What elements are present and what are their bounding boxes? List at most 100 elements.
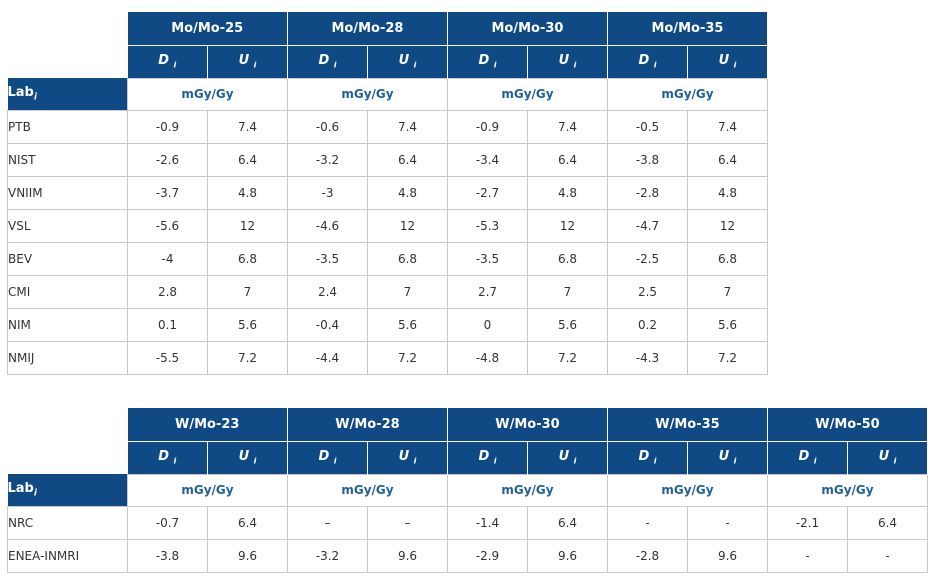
u-header: U i bbox=[847, 440, 928, 474]
u-value: 6.8 bbox=[207, 241, 288, 276]
unit-label: mGy/Gy bbox=[287, 77, 448, 111]
group-header: W/Mo-28 bbox=[287, 408, 448, 441]
group-header-row: W/Mo-23 W/Mo-28 W/Mo-30 W/Mo-35 W/Mo-50 bbox=[7, 408, 928, 474]
u-value: 12 bbox=[207, 208, 288, 243]
d-value: -2.6 bbox=[127, 142, 208, 177]
lab-name: NIM bbox=[7, 307, 128, 342]
group-header: Mo/Mo-30 bbox=[447, 12, 608, 45]
u-value: 7.4 bbox=[527, 109, 608, 144]
d-value: -4.7 bbox=[607, 208, 688, 243]
d-value: 0 bbox=[447, 307, 528, 342]
d-value: -0.4 bbox=[287, 307, 368, 342]
d-value: -3.5 bbox=[287, 241, 368, 276]
d-value: – bbox=[287, 505, 368, 540]
d-value: -3.7 bbox=[127, 175, 208, 210]
table-body: PTB -0.9 7.4 -0.6 7.4 -0.9 7.4 -0.5 7.4 NIST -2.6 6… bbox=[7, 109, 768, 375]
lab-name: PTB bbox=[7, 109, 128, 144]
group-header-row: Mo/Mo-25 Mo/Mo-28 Mo/Mo-30 Mo/Mo-35 bbox=[7, 12, 768, 78]
d-header: D i bbox=[447, 440, 528, 474]
d-value: -2.9 bbox=[447, 538, 528, 573]
d-header: D i bbox=[607, 440, 688, 474]
u-value: 4.8 bbox=[687, 175, 768, 210]
lab-name: VSL bbox=[7, 208, 128, 243]
lab-name: ENEA-INMRI bbox=[7, 538, 128, 573]
u-value: 6.4 bbox=[527, 505, 608, 540]
lab-name: VNIIM bbox=[7, 175, 128, 210]
d-value: -2.7 bbox=[447, 175, 528, 210]
d-header: D i bbox=[607, 44, 688, 78]
u-value: 6.4 bbox=[687, 142, 768, 177]
d-value: 0.2 bbox=[607, 307, 688, 342]
u-value: 7.2 bbox=[367, 340, 448, 375]
u-value: 6.4 bbox=[847, 505, 928, 540]
d-value: -0.9 bbox=[447, 109, 528, 144]
table-row: NIM 0.1 5.6 -0.4 5.6 0 5.6 0.2 5.6 bbox=[7, 307, 768, 342]
d-value: -3.4 bbox=[447, 142, 528, 177]
subheader-row: D i U i D i U i D i U i D i U i D i U i bbox=[8, 440, 928, 474]
u-header: U i bbox=[367, 44, 448, 78]
lab-column-header: Labi bbox=[7, 78, 128, 110]
table-row: NMIJ -5.5 7.2 -4.4 7.2 -4.8 7.2 -4.3 7.2 bbox=[7, 340, 768, 375]
d-value: -4.4 bbox=[287, 340, 368, 375]
unit-label: mGy/Gy bbox=[127, 77, 288, 111]
d-value: 2.8 bbox=[127, 274, 208, 309]
table-row: PTB -0.9 7.4 -0.6 7.4 -0.9 7.4 -0.5 7.4 bbox=[7, 109, 768, 144]
u-value: 9.6 bbox=[367, 538, 448, 573]
u-value: 7 bbox=[527, 274, 608, 309]
table-row: NRC -0.7 6.4– – -1.4 6.4- - -2.1 6.4 bbox=[7, 505, 928, 540]
group-header: W/Mo-35 bbox=[607, 408, 768, 441]
d-header: D i bbox=[127, 44, 208, 78]
d-value: -0.9 bbox=[127, 109, 208, 144]
u-value: 9.6 bbox=[687, 538, 768, 573]
u-value: 7.2 bbox=[207, 340, 288, 375]
u-value: 12 bbox=[527, 208, 608, 243]
u-value: 7.4 bbox=[207, 109, 288, 144]
u-value: 4.8 bbox=[207, 175, 288, 210]
unit-label: mGy/Gy bbox=[607, 473, 768, 507]
unit-label: mGy/Gy bbox=[287, 473, 448, 507]
d-value: -0.6 bbox=[287, 109, 368, 144]
u-value: 4.8 bbox=[527, 175, 608, 210]
d-value: -5.3 bbox=[447, 208, 528, 243]
d-header: D i bbox=[767, 440, 848, 474]
d-value: -5.5 bbox=[127, 340, 208, 375]
d-value: -4.3 bbox=[607, 340, 688, 375]
u-value: 7.4 bbox=[367, 109, 448, 144]
corner-blank bbox=[7, 12, 128, 78]
u-value: 7.4 bbox=[687, 109, 768, 144]
d-value: -0.5 bbox=[607, 109, 688, 144]
u-value: 6.8 bbox=[367, 241, 448, 276]
lab-name: NIST bbox=[7, 142, 128, 177]
table-row: BEV -4 6.8 -3.5 6.8 -3.5 6.8 -2.5 6.8 bbox=[7, 241, 768, 276]
d-value: -3 bbox=[287, 175, 368, 210]
u-value: 5.6 bbox=[687, 307, 768, 342]
d-header: D i bbox=[447, 44, 528, 78]
u-header: U i bbox=[687, 44, 768, 78]
d-value: - bbox=[767, 538, 848, 573]
u-value: 6.4 bbox=[527, 142, 608, 177]
lab-name: BEV bbox=[7, 241, 128, 276]
u-value: 6.4 bbox=[207, 142, 288, 177]
u-header: U i bbox=[527, 440, 608, 474]
u-header: U i bbox=[207, 440, 288, 474]
u-value: 6.8 bbox=[527, 241, 608, 276]
u-header: U i bbox=[527, 44, 608, 78]
unit-row: Labi mGy/Gy mGy/Gy mGy/Gy mGy/Gy mGy/Gy bbox=[7, 473, 928, 507]
u-value: – bbox=[367, 505, 448, 540]
group-header: W/Mo-23 bbox=[127, 408, 288, 441]
d-value: -0.7 bbox=[127, 505, 208, 540]
d-value: -2.8 bbox=[607, 538, 688, 573]
d-value: 0.1 bbox=[127, 307, 208, 342]
u-value: 6.8 bbox=[687, 241, 768, 276]
u-value: 9.6 bbox=[527, 538, 608, 573]
d-value: -2.5 bbox=[607, 241, 688, 276]
d-value: -2.8 bbox=[607, 175, 688, 210]
u-value: - bbox=[687, 505, 768, 540]
unit-label: mGy/Gy bbox=[447, 473, 608, 507]
corner-blank bbox=[7, 408, 128, 474]
unit-row: Labi mGy/Gy mGy/Gy mGy/Gy mGy/Gy bbox=[7, 77, 768, 111]
d-value: -1.4 bbox=[447, 505, 528, 540]
u-value: 7 bbox=[687, 274, 768, 309]
u-value: 7 bbox=[367, 274, 448, 309]
table-body: NRC -0.7 6.4– – -1.4 6.4- - -2.1 6.4 ENEA-INMRI -3… bbox=[7, 505, 928, 573]
